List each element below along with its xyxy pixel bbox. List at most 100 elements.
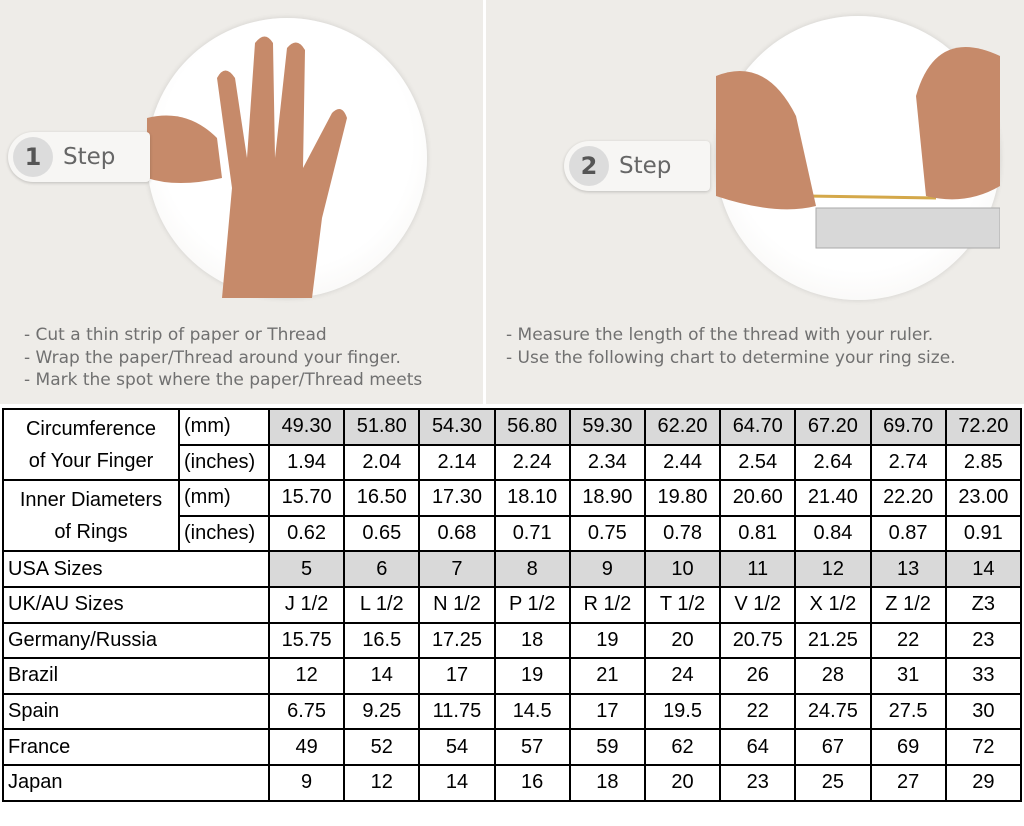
size-value: 67 (794, 728, 872, 766)
table-row: (inches) 1.94 2.04 2.14 2.24 2.34 2.44 2.54 2.64… (3, 443, 1023, 482)
size-value: R 1/2 (568, 585, 646, 624)
size-value: 33 (944, 657, 1023, 695)
size-value: 2.34 (568, 443, 646, 482)
size-value: 51.80 (343, 408, 421, 446)
size-value: 8 (493, 550, 571, 588)
unit: (inches) (178, 443, 270, 482)
table-row: Germany/Russia 15.75 16.5 17.25 18 19 20 20.75 2… (2, 621, 1023, 660)
size-value: 2.14 (418, 443, 496, 482)
size-value: 19 (493, 657, 571, 695)
size-value: 9 (267, 763, 346, 802)
size-value: 0.65 (343, 514, 421, 553)
step-number: 1 (13, 137, 53, 177)
size-value: 24 (643, 657, 722, 695)
size-value: 6.75 (267, 692, 346, 731)
step-number: 2 (569, 146, 609, 186)
size-value: 62 (643, 728, 722, 766)
size-value: P 1/2 (493, 585, 571, 624)
instruction-line: - Measure the length of the thread with … (506, 325, 934, 345)
size-value: 49 (267, 728, 346, 766)
size-value: 72 (944, 728, 1023, 766)
ring-size-table: Circumference of Your Finger (mm) 49.30 51.8… (2, 407, 1023, 802)
size-value: 13 (869, 550, 947, 588)
ruler-illustration (716, 47, 1001, 249)
size-value: 0.68 (418, 514, 496, 553)
size-value: 21 (568, 657, 646, 695)
size-value: 64 (719, 728, 797, 766)
size-value: 30 (944, 692, 1023, 731)
size-value: 14 (944, 550, 1023, 588)
table-row: Japan 9 12 14 16 18 20 23 25 27 29 (2, 763, 1023, 802)
size-value: 2.74 (869, 443, 947, 482)
table-row: Circumference of Your Finger (mm) 49.30 51.8… (2, 407, 1023, 482)
size-value: T 1/2 (643, 585, 722, 624)
size-value: 52 (343, 728, 421, 766)
label-line: of Your Finger (28, 449, 154, 472)
measurement-label: Inner Diameters of Rings (2, 479, 180, 553)
size-value: 15.70 (267, 479, 346, 517)
instructions: - Cut a thin strip of paper or Thread - W… (24, 324, 422, 392)
size-value: 22.20 (869, 479, 947, 517)
size-value: 2.44 (643, 443, 722, 482)
size-value: X 1/2 (794, 585, 872, 624)
size-value: 2.85 (944, 443, 1023, 482)
size-value: 69.70 (869, 408, 947, 446)
size-value: 59.30 (568, 408, 646, 446)
step-badge: 1 Step (8, 132, 150, 182)
size-value: 11.75 (418, 692, 496, 731)
size-value: 20 (643, 763, 722, 802)
size-value: 9.25 (343, 692, 421, 731)
size-value: 1.94 (267, 443, 346, 482)
step-label: Step (63, 144, 116, 170)
size-value: 0.62 (267, 514, 346, 553)
instruction-line: - Mark the spot where the paper/Thread m… (24, 370, 423, 390)
size-value: 18 (493, 621, 571, 660)
size-value: 7 (418, 550, 496, 588)
size-value: 29 (944, 763, 1023, 802)
size-system: UK/AU Sizes (2, 585, 270, 624)
size-value: 22 (719, 692, 797, 731)
size-value: 20 (643, 621, 722, 660)
size-value: 31 (869, 657, 947, 695)
size-value: 22 (869, 621, 947, 660)
step-badge: 2 Step (564, 141, 710, 191)
size-value: 0.78 (643, 514, 722, 553)
hand-illustration (147, 36, 347, 298)
size-value: 0.87 (869, 514, 947, 553)
table-row: (inches) 0.62 0.65 0.68 0.71 0.75 0.78 0.81 0.84… (3, 514, 1023, 553)
size-value: 23 (944, 621, 1023, 660)
size-value: 12 (343, 763, 421, 802)
table-row: France 49 52 54 57 59 62 64 67 69 72 (2, 728, 1023, 766)
size-value: L 1/2 (343, 585, 421, 624)
size-value: Z3 (944, 585, 1023, 624)
size-system: Spain (2, 692, 270, 731)
size-value: 19.80 (643, 479, 722, 517)
size-value: 2.54 (719, 443, 797, 482)
label-line: Circumference (25, 417, 157, 440)
size-value: 9 (568, 550, 646, 588)
table-row: Brazil 12 14 17 19 21 24 26 28 31 33 (2, 657, 1023, 695)
instructions: - Measure the length of the thread with … (506, 324, 956, 369)
size-value: 2.64 (794, 443, 872, 482)
size-value: N 1/2 (418, 585, 496, 624)
size-value: 2.04 (343, 443, 421, 482)
size-value: J 1/2 (267, 585, 346, 624)
size-system: Germany/Russia (2, 621, 270, 660)
size-value: 0.71 (493, 514, 571, 553)
size-value: 57 (493, 728, 571, 766)
size-value: 11 (719, 550, 797, 588)
size-value: 59 (568, 728, 646, 766)
size-value: 28 (794, 657, 872, 695)
size-value: 67.20 (794, 408, 872, 446)
size-value: 19 (568, 621, 646, 660)
size-value: 14.5 (493, 692, 571, 731)
size-value: 18.90 (568, 479, 646, 517)
size-value: 18.10 (493, 479, 571, 517)
size-value: 2.24 (493, 443, 571, 482)
size-value: 15.75 (267, 621, 346, 660)
size-value: 49.30 (267, 408, 346, 446)
size-value: 14 (418, 763, 496, 802)
size-system: France (2, 728, 270, 766)
label-line: Inner Diameters (19, 488, 163, 511)
